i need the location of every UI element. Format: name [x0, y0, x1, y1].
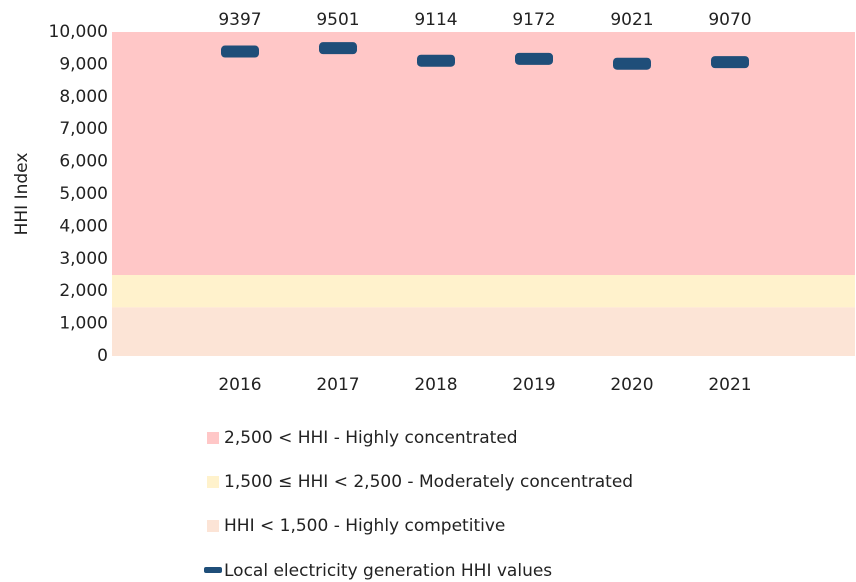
y-tick-label: 3,000	[59, 249, 108, 269]
y-tick-label: 10,000	[49, 22, 108, 42]
y-tick-label: 0	[97, 346, 108, 366]
value-label: 9021	[610, 10, 653, 30]
value-label: 9070	[708, 10, 751, 30]
x-tick-label: 2021	[708, 375, 751, 395]
x-tick-label: 2018	[414, 375, 457, 395]
value-label: 9172	[512, 10, 555, 30]
dash-marker	[319, 42, 357, 55]
value-label: 9501	[316, 10, 359, 30]
y-tick-label: 8,000	[59, 87, 108, 107]
dash-marker	[711, 56, 749, 69]
legend-label: Local electricity generation HHI values	[224, 561, 552, 581]
legend-label: 1,500 ≤ HHI < 2,500 - Moderately concent…	[224, 472, 633, 492]
band	[112, 307, 855, 356]
band	[112, 275, 855, 308]
y-tick-label: 7,000	[59, 119, 108, 139]
value-label: 9114	[414, 10, 457, 30]
x-tick-label: 2016	[218, 375, 261, 395]
y-tick-label: 2,000	[59, 281, 108, 301]
legend-label: HHI < 1,500 - Highly competitive	[224, 516, 505, 536]
y-axis-label: HHI Index	[12, 153, 32, 236]
legend-swatch	[204, 567, 222, 573]
y-tick-label: 4,000	[59, 216, 108, 236]
band	[112, 32, 855, 275]
y-tick-label: 1,000	[59, 314, 108, 334]
x-tick-label: 2017	[316, 375, 359, 395]
x-tick-label: 2019	[512, 375, 555, 395]
dash-marker	[515, 52, 553, 65]
legend-swatch	[207, 432, 219, 444]
y-tick-label: 9,000	[59, 54, 108, 74]
legend-swatch	[207, 476, 219, 488]
y-tick-label: 5,000	[59, 184, 108, 204]
y-tick-label: 6,000	[59, 152, 108, 172]
legend-label: 2,500 < HHI - Highly concentrated	[224, 428, 518, 448]
dash-marker	[613, 57, 651, 70]
dash-marker	[221, 45, 259, 58]
value-label: 9397	[218, 10, 261, 30]
legend-swatch	[207, 520, 219, 532]
x-tick-label: 2020	[610, 375, 653, 395]
dash-marker	[417, 54, 455, 67]
